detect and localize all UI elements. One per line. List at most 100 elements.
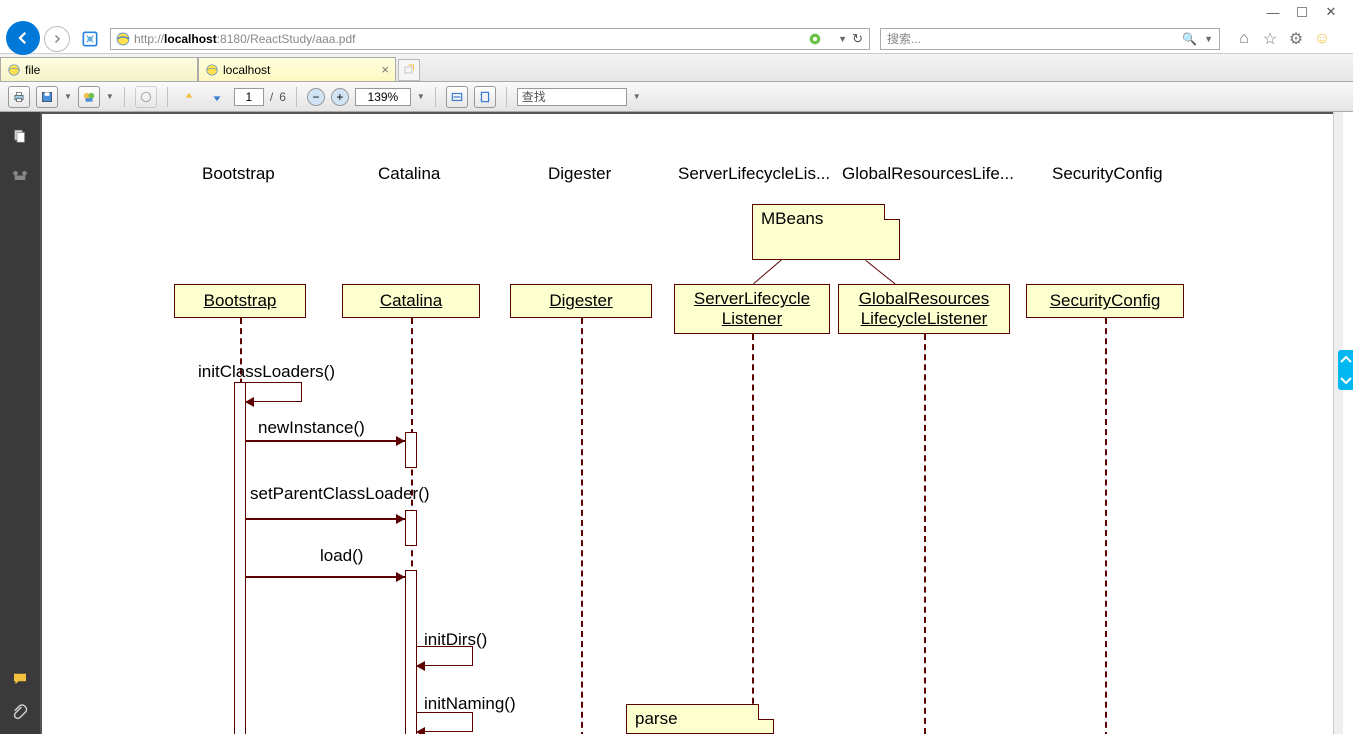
tabs-row: file localhost × <box>0 54 1353 82</box>
page-up-button[interactable] <box>178 86 200 108</box>
uml-object: SecurityConfig <box>1026 284 1184 318</box>
tab-file[interactable]: file <box>0 57 198 81</box>
forward-button[interactable] <box>44 26 70 52</box>
separator <box>296 87 297 107</box>
new-tab-button[interactable] <box>398 59 420 81</box>
email-button[interactable] <box>78 86 100 108</box>
security-icon[interactable] <box>807 31 823 47</box>
close-button[interactable]: ✕ <box>1325 6 1337 18</box>
uml-message-label: load() <box>320 546 363 566</box>
thumbnails-icon[interactable] <box>9 126 31 148</box>
compat-view-icon[interactable] <box>74 25 106 53</box>
uml-self-message <box>246 382 302 402</box>
zoom-input[interactable]: 139% <box>355 88 411 106</box>
fit-page-button[interactable] <box>474 86 496 108</box>
settings-icon[interactable]: ⚙ <box>1286 29 1306 49</box>
uml-header: Catalina <box>378 164 440 184</box>
uml-self-message <box>417 646 473 666</box>
page-container[interactable]: Bootstrap Catalina Digester ServerLifecycle… <box>40 112 1333 734</box>
uml-object: ServerLifecycleListener <box>674 284 830 334</box>
page-number-input[interactable] <box>234 88 264 106</box>
back-button[interactable] <box>6 21 40 55</box>
uml-anchor-line <box>753 259 782 284</box>
address-bar: http://localhost:8180/ReactStudy/aaa.pdf… <box>0 24 1353 54</box>
tab-label: localhost <box>223 63 270 77</box>
smiley-icon[interactable]: ☺ <box>1312 29 1332 49</box>
chrome-tools: ⌂ ☆ ⚙ ☺ <box>1234 29 1332 49</box>
save-button[interactable] <box>36 86 58 108</box>
pdf-viewer: Bootstrap Catalina Digester ServerLifecycle… <box>0 112 1343 734</box>
side-tool-tab[interactable] <box>1338 350 1353 390</box>
search-dropdown-icon[interactable]: ▼ <box>1204 34 1213 44</box>
uml-arrowhead <box>245 397 254 407</box>
maximize-button[interactable] <box>1297 7 1307 17</box>
uml-message-label: newInstance() <box>258 418 365 438</box>
uml-lifeline <box>752 334 754 734</box>
uml-note-mbeans: MBeans <box>752 204 900 260</box>
vertical-scrollbar[interactable] <box>1333 112 1343 734</box>
search-placeholder: 搜索... <box>887 30 921 47</box>
uml-arrowhead <box>396 436 405 446</box>
uml-header: Digester <box>548 164 611 184</box>
ie-favicon-icon <box>7 63 21 77</box>
bookmarks-icon[interactable] <box>9 166 31 188</box>
home-icon[interactable]: ⌂ <box>1234 29 1254 49</box>
pdf-tool-button[interactable] <box>135 86 157 108</box>
url-input[interactable]: http://localhost:8180/ReactStudy/aaa.pdf… <box>110 28 870 50</box>
uml-message-label: initNaming() <box>424 694 516 714</box>
print-button[interactable] <box>8 86 30 108</box>
uml-header: ServerLifecycleLis... <box>678 164 830 184</box>
attachments-icon[interactable] <box>9 702 31 724</box>
uml-arrowhead <box>416 661 425 671</box>
uml-activation <box>405 432 417 468</box>
uml-self-message <box>417 712 473 732</box>
zoom-dropdown-icon[interactable]: ▼ <box>417 92 425 101</box>
page-down-button[interactable] <box>206 86 228 108</box>
find-input[interactable]: 查找 <box>517 88 627 106</box>
zoom-out-button[interactable]: − <box>307 88 325 106</box>
ie-favicon-icon <box>205 63 219 77</box>
url-text: http://localhost:8180/ReactStudy/aaa.pdf <box>134 32 356 46</box>
pdf-toolbar: ▼ ▼ / 6 − + 139% ▼ 查找 ▼ <box>0 82 1353 112</box>
uml-lifeline <box>1105 318 1107 734</box>
pdf-sidebar <box>0 112 40 734</box>
search-icon[interactable]: 🔍 <box>1182 32 1197 46</box>
page-separator: / <box>270 90 273 104</box>
email-dropdown-icon[interactable]: ▼ <box>106 92 114 101</box>
page-total: 6 <box>279 90 286 104</box>
uml-message-label: initClassLoaders() <box>198 362 335 382</box>
ie-favicon-icon <box>115 31 131 47</box>
separator <box>435 87 436 107</box>
tab-localhost[interactable]: localhost × <box>198 57 396 81</box>
uml-header: GlobalResourcesLife... <box>842 164 1014 184</box>
save-dropdown-icon[interactable]: ▼ <box>64 92 72 101</box>
pdf-page: Bootstrap Catalina Digester ServerLifecycle… <box>42 114 1333 734</box>
refresh-button[interactable]: ↻ <box>852 31 863 47</box>
uml-activation <box>405 570 417 734</box>
uml-message-arrow <box>246 576 405 578</box>
minimize-button[interactable]: — <box>1267 6 1279 18</box>
find-dropdown-icon[interactable]: ▼ <box>633 92 641 101</box>
uml-anchor-line <box>865 260 896 285</box>
separator <box>506 87 507 107</box>
separator <box>124 87 125 107</box>
favorites-icon[interactable]: ☆ <box>1260 29 1280 49</box>
zoom-in-button[interactable]: + <box>331 88 349 106</box>
url-dropdown-icon[interactable]: ▼ <box>838 34 847 44</box>
fit-width-button[interactable] <box>446 86 468 108</box>
uml-object: Bootstrap <box>174 284 306 318</box>
comments-icon[interactable] <box>9 668 31 690</box>
separator <box>167 87 168 107</box>
uml-header: Bootstrap <box>202 164 275 184</box>
uml-header: SecurityConfig <box>1052 164 1163 184</box>
uml-arrowhead <box>416 727 425 734</box>
uml-message-arrow <box>246 518 405 520</box>
uml-lifeline <box>581 318 583 734</box>
uml-object: GlobalResourcesLifecycleListener <box>838 284 1010 334</box>
search-input[interactable]: 搜索... 🔍 ▼ <box>880 28 1220 50</box>
tab-close-icon[interactable]: × <box>381 62 389 77</box>
uml-object: Catalina <box>342 284 480 318</box>
title-bar: — ✕ <box>0 0 1353 24</box>
uml-object: Digester <box>510 284 652 318</box>
uml-activation <box>234 382 246 734</box>
